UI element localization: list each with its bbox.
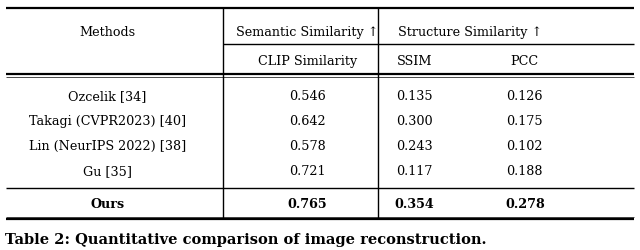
- Text: 0.354: 0.354: [395, 197, 435, 210]
- Text: Semantic Similarity ↑: Semantic Similarity ↑: [236, 26, 378, 39]
- Text: CLIP Similarity: CLIP Similarity: [257, 55, 357, 68]
- Text: 0.126: 0.126: [506, 90, 543, 103]
- Text: 0.188: 0.188: [506, 165, 543, 178]
- Text: Table 2: Quantitative comparison of image reconstruction.: Table 2: Quantitative comparison of imag…: [5, 232, 486, 246]
- Text: PCC: PCC: [511, 55, 539, 68]
- Text: 0.117: 0.117: [397, 165, 433, 178]
- Text: 0.765: 0.765: [287, 197, 327, 210]
- Text: Structure Similarity ↑: Structure Similarity ↑: [397, 26, 542, 39]
- Text: 0.102: 0.102: [506, 140, 543, 153]
- Text: 0.175: 0.175: [506, 115, 543, 128]
- Text: Ozcelik [34]: Ozcelik [34]: [68, 90, 147, 103]
- Text: SSIM: SSIM: [397, 55, 433, 68]
- Text: 0.135: 0.135: [396, 90, 433, 103]
- Text: 0.278: 0.278: [505, 197, 545, 210]
- Text: Takagi (CVPR2023) [40]: Takagi (CVPR2023) [40]: [29, 115, 186, 128]
- Text: Methods: Methods: [79, 26, 136, 39]
- Text: Gu [35]: Gu [35]: [83, 165, 132, 178]
- Text: 0.642: 0.642: [289, 115, 326, 128]
- Text: 0.721: 0.721: [289, 165, 326, 178]
- Text: 0.243: 0.243: [396, 140, 433, 153]
- Text: Ours: Ours: [90, 197, 125, 210]
- Text: 0.546: 0.546: [289, 90, 326, 103]
- Text: Lin (NeurIPS 2022) [38]: Lin (NeurIPS 2022) [38]: [29, 140, 186, 153]
- Text: 0.300: 0.300: [396, 115, 433, 128]
- Text: 0.578: 0.578: [289, 140, 326, 153]
